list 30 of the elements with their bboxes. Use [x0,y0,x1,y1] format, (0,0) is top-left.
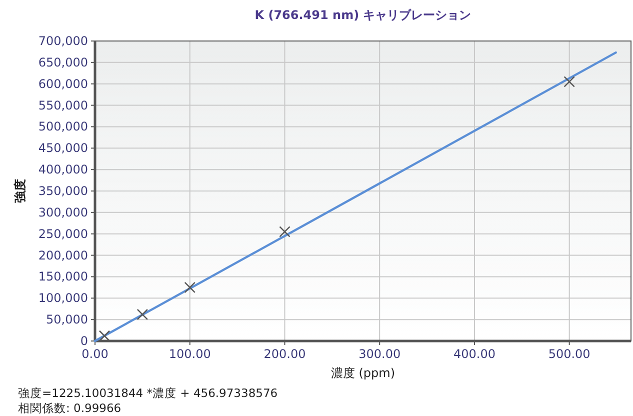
y-tick-label: 300,000 [38,205,88,220]
x-tick-label: 100.00 [168,347,211,361]
y-tick-label: 550,000 [38,98,88,112]
chart-title: K (766.491 nm) キャリブレーション [254,8,472,22]
y-axis-title: 強度 [13,179,27,203]
y-tick-label: 500,000 [38,120,88,134]
y-tick-label: 50,000 [46,312,88,327]
y-tick-label: 650,000 [38,55,88,70]
y-tick-label: 100,000 [38,291,88,306]
point [564,76,575,88]
y-tick-label: 400,000 [38,162,88,177]
x-tick-label: 0.00 [82,347,108,361]
y-tick-label: 450,000 [38,141,88,156]
point [279,226,290,238]
y-tick-label: 700,000 [38,34,88,48]
text: 強度=1225.10031844 *濃度 + 456.97338576 [18,386,278,400]
point [136,308,148,320]
y-tick-label: 150,000 [38,270,88,284]
y-tick-label: 250,000 [38,226,88,241]
point [184,282,196,294]
x-tick-label: 300.00 [358,347,401,361]
x-axis-title: 濃度 (ppm) [330,366,396,380]
y-tick-label: 600,000 [38,76,88,91]
y-tick-label: 350,000 [38,184,88,198]
y-tick-label: 0 [80,334,88,348]
x-tick-label: 500.00 [548,347,590,361]
x-tick-label: 400.00 [453,347,496,361]
y-tick-label: 200,000 [38,248,88,262]
text: 相関係数: 0.99966 [18,401,122,415]
x-tick-label: 200.00 [264,347,306,361]
